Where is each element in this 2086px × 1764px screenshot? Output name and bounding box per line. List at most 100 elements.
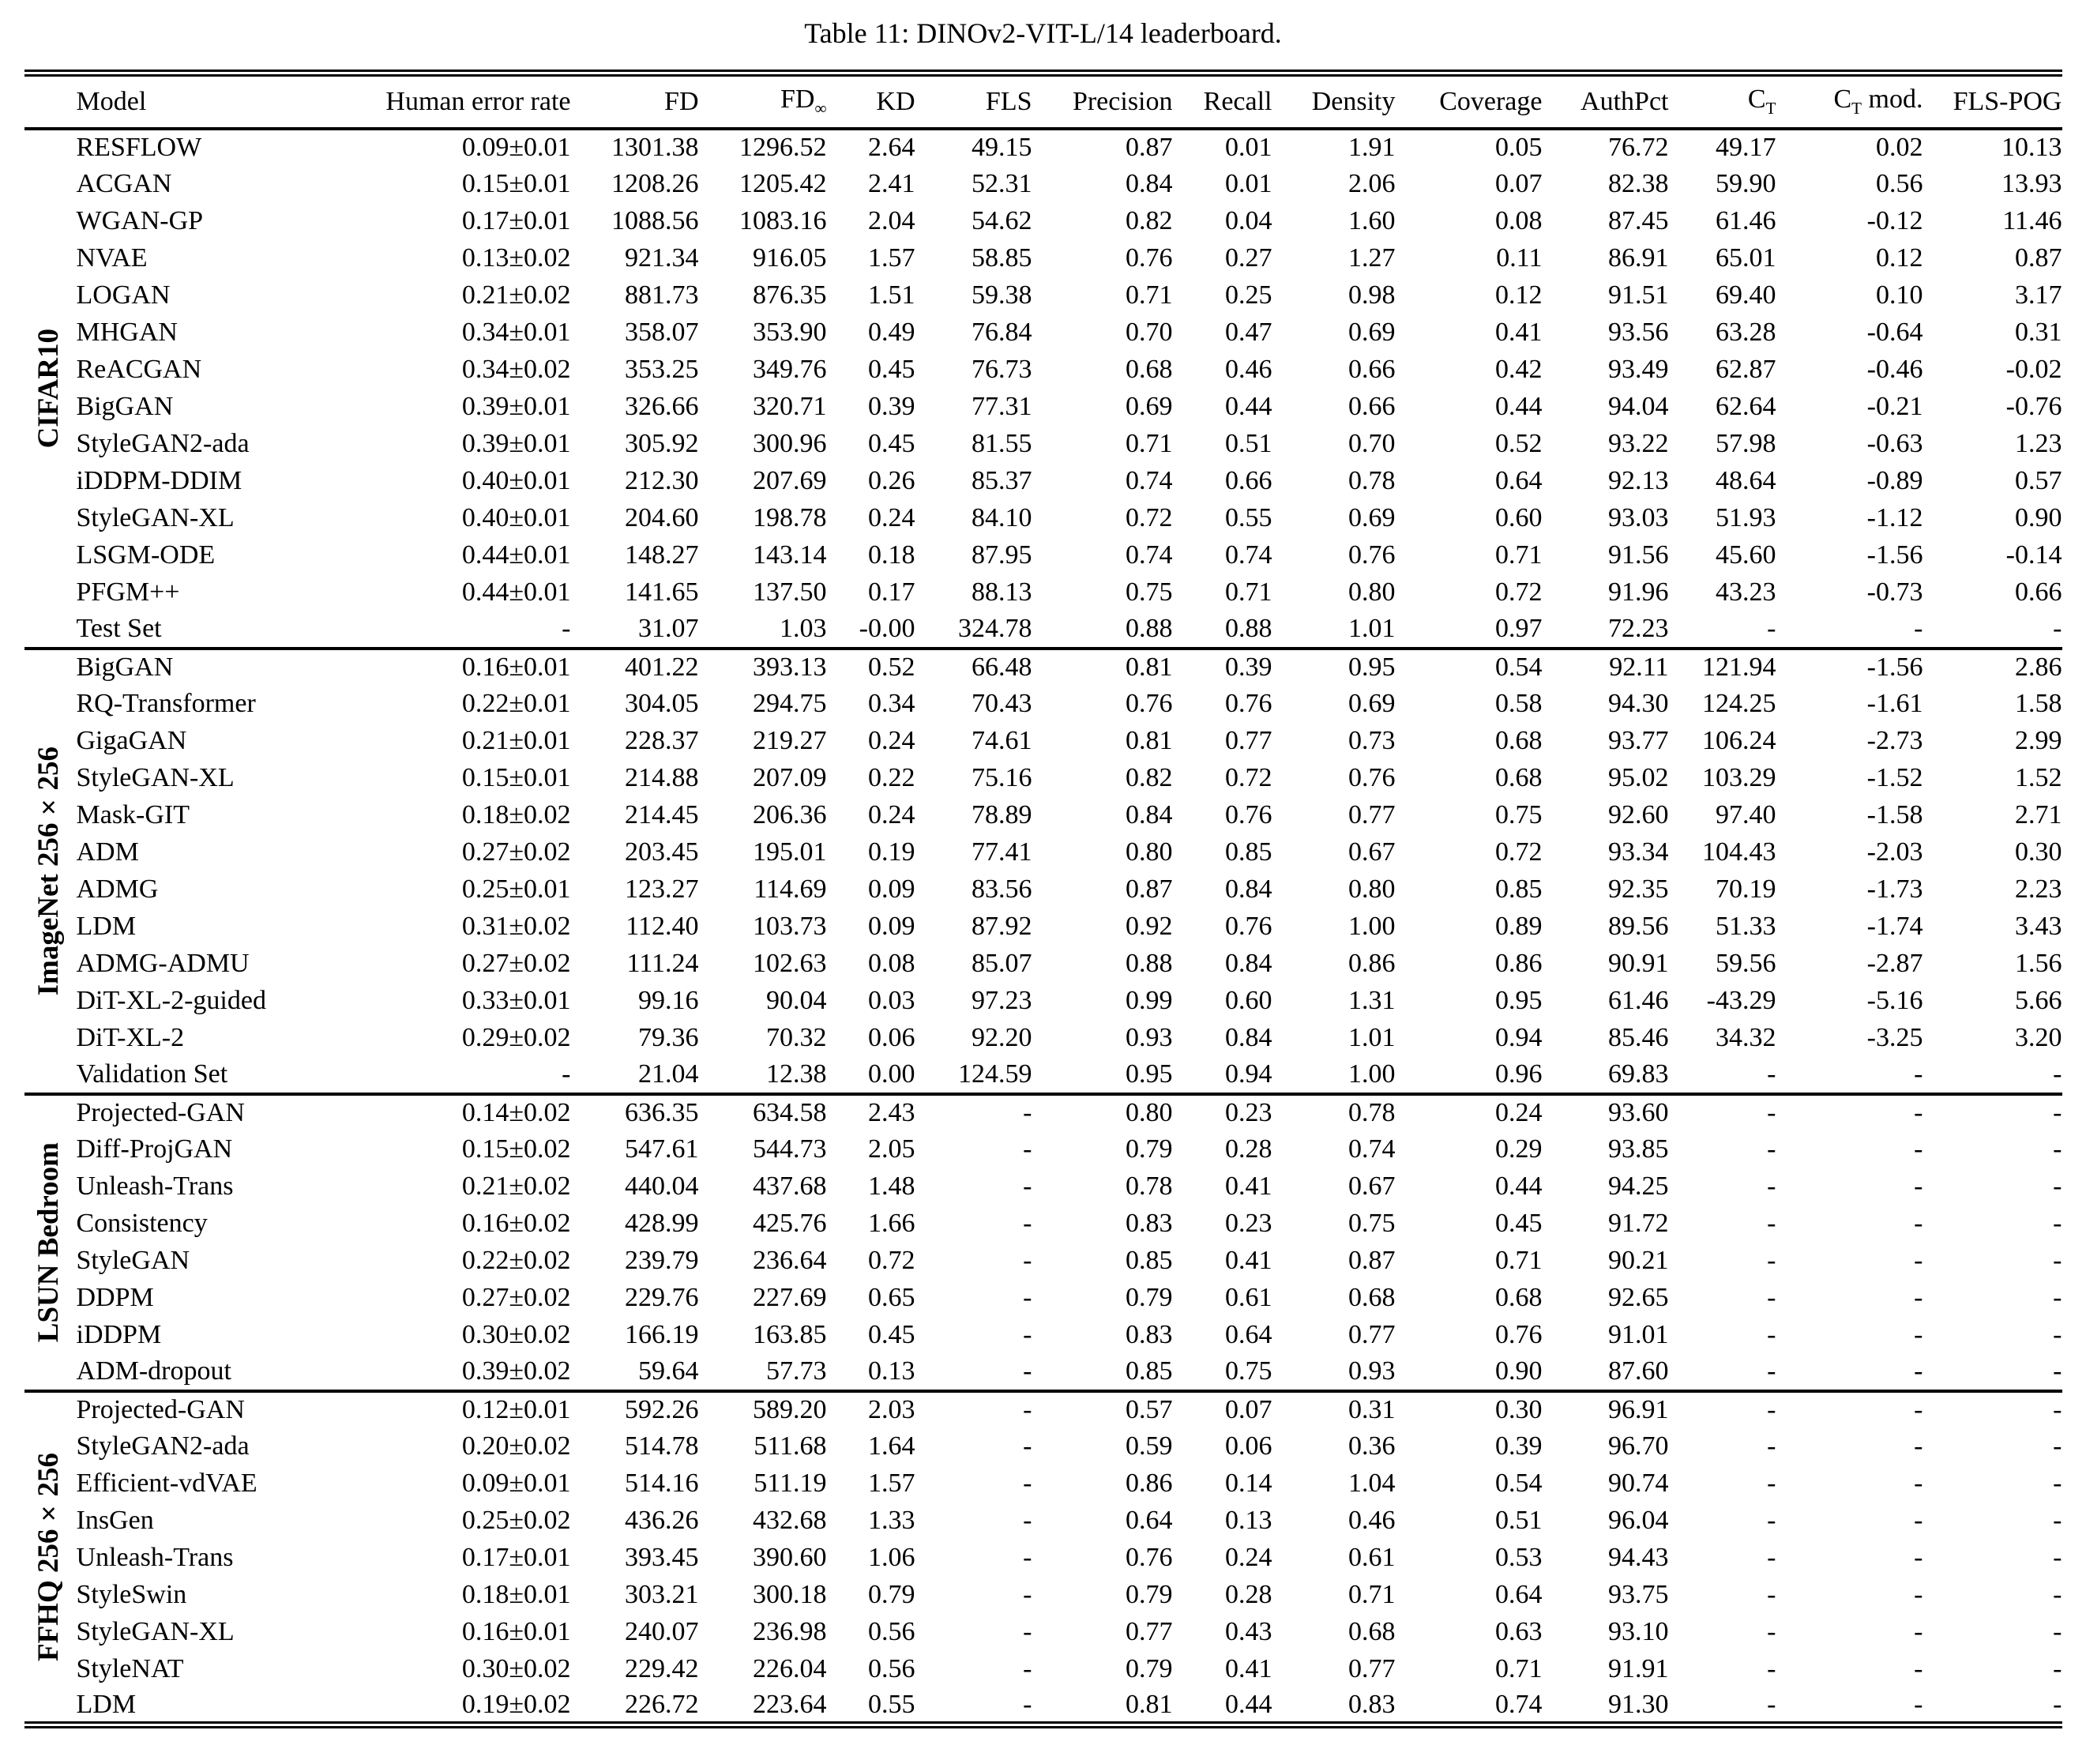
value-cell: -1.58 — [1866, 800, 1923, 829]
value-cell: 0.90 — [2015, 503, 2062, 532]
section-label-cell: CIFAR10 — [24, 129, 73, 649]
table-header: Model Human error rate FD FD∞ KD FLS Precision… — [24, 73, 2062, 129]
value-cell: 94.30 — [1608, 689, 1669, 718]
value-cell: 0.94 — [1225, 1059, 1272, 1089]
value-cell: 0.18±0.02 — [461, 800, 571, 829]
col-header-authpct: AuthPct — [1580, 86, 1669, 116]
value-cell: 0.81 — [1126, 653, 1173, 682]
value-cell: - — [1767, 1356, 1776, 1386]
value-cell: - — [2053, 1134, 2062, 1164]
table-row: MHGAN 0.34±0.01 358.07 353.90 0.49 76.84 0.70 0… — [24, 314, 2062, 352]
value-cell: 81.55 — [972, 429, 1032, 458]
value-cell: 90.21 — [1608, 1246, 1669, 1275]
value-cell: 0.59 — [1126, 1431, 1173, 1461]
value-cell: 0.86 — [1126, 1469, 1173, 1498]
value-cell: - — [1767, 1469, 1776, 1498]
value-cell: - — [1023, 1134, 1032, 1164]
table-row: WGAN-GP 0.17±0.01 1088.56 1083.16 2.04 54.62 0… — [24, 203, 2062, 240]
value-cell: 93.49 — [1608, 355, 1669, 384]
value-cell: 1.01 — [1348, 1023, 1396, 1052]
value-cell: 87.92 — [972, 912, 1032, 941]
table-row: ADMG-ADMU 0.27±0.02 111.24 102.63 0.08 85.07 0… — [24, 946, 2062, 983]
section-imagenet-256-256: ImageNet 256×256 BigGAN 0.16±0.01 401.22 393… — [24, 648, 2062, 1094]
model-cell: Mask-GIT — [76, 800, 190, 829]
value-cell: 0.74 — [1126, 466, 1173, 495]
value-cell: 0.13 — [868, 1356, 915, 1386]
section-label: CIFAR10 — [32, 328, 65, 449]
value-cell: 2.86 — [2015, 653, 2062, 682]
value-cell: 91.30 — [1608, 1689, 1669, 1719]
value-cell: 0.49 — [868, 318, 915, 347]
model-cell: InsGen — [76, 1506, 154, 1535]
col-header-human-error-rate: Human error rate — [385, 86, 571, 116]
value-cell: - — [2053, 1617, 2062, 1646]
table-row: StyleSwin 0.18±0.01 303.21 300.18 0.79 - 0.79 0… — [24, 1577, 2062, 1614]
value-cell: 0.83 — [1126, 1320, 1173, 1349]
value-cell: -43.29 — [1706, 986, 1776, 1015]
model-cell: ADM — [76, 837, 139, 867]
value-cell: -0.64 — [1866, 318, 1923, 347]
value-cell: - — [1023, 1246, 1032, 1275]
value-cell: 0.68 — [1348, 1617, 1396, 1646]
value-cell: 227.69 — [753, 1283, 827, 1312]
table-row: StyleGAN-XL 0.15±0.01 214.88 207.09 0.22 75.1… — [24, 760, 2062, 797]
value-cell: - — [1767, 1543, 1776, 1572]
value-cell: 103.73 — [753, 912, 827, 941]
value-cell: 0.12±0.01 — [461, 1395, 571, 1424]
value-cell: 0.07 — [1225, 1395, 1272, 1424]
value-cell: 124.59 — [958, 1059, 1032, 1089]
col-header-recall: Recall — [1203, 86, 1272, 116]
value-cell: 0.25 — [1225, 280, 1272, 310]
value-cell: 0.84 — [1126, 169, 1173, 198]
col-header-fls-pog: FLS-POG — [1953, 86, 2062, 116]
value-cell: 96.91 — [1608, 1395, 1669, 1424]
value-cell: 0.45 — [868, 429, 915, 458]
value-cell: 634.58 — [753, 1098, 827, 1127]
value-cell: -5.16 — [1866, 986, 1923, 1015]
value-cell: 0.31 — [2015, 318, 2062, 347]
table-row: CIFAR10 RESFLOW 0.09±0.01 1301.38 1296.52 2.6… — [24, 129, 2062, 448]
value-cell: 0.57 — [2015, 466, 2062, 495]
value-cell: 0.81 — [1126, 726, 1173, 755]
col-header-kd: KD — [876, 86, 915, 116]
value-cell: 0.86 — [1348, 949, 1396, 978]
value-cell: 1.48 — [868, 1172, 915, 1201]
value-cell: 0.06 — [1225, 1431, 1272, 1461]
table-row: DDPM 0.27±0.02 229.76 227.69 0.65 - 0.79 0.61 0.… — [24, 1280, 2062, 1317]
model-cell: GigaGAN — [76, 726, 187, 755]
value-cell: 0.80 — [1348, 874, 1396, 904]
value-cell: 0.09 — [868, 874, 915, 904]
value-cell: 85.07 — [972, 949, 1032, 978]
value-cell: 0.79 — [1126, 1580, 1173, 1609]
value-cell: - — [2053, 1469, 2062, 1498]
value-cell: 432.68 — [753, 1506, 827, 1535]
value-cell: 1.57 — [868, 1469, 915, 1498]
value-cell: 0.17±0.01 — [461, 206, 571, 235]
value-cell: 0.83 — [1348, 1689, 1396, 1719]
col-header-model: Model — [76, 86, 147, 116]
value-cell: 0.89 — [1495, 912, 1543, 941]
value-cell: 0.24 — [868, 503, 915, 532]
value-cell: 114.69 — [754, 874, 827, 904]
value-cell: 437.68 — [753, 1172, 827, 1201]
model-cell: BigGAN — [76, 392, 174, 421]
value-cell: 304.05 — [625, 689, 699, 718]
value-cell: 0.93 — [1348, 1356, 1396, 1386]
model-cell: StyleGAN-XL — [76, 1617, 235, 1646]
value-cell: 0.71 — [1495, 1246, 1543, 1275]
table-row: ReACGAN 0.34±0.02 353.25 349.76 0.45 76.73 0.6… — [24, 352, 2062, 389]
model-cell: Projected-GAN — [76, 1395, 245, 1424]
value-cell: 440.04 — [625, 1172, 699, 1201]
value-cell: 0.71 — [1495, 540, 1543, 570]
model-cell: StyleGAN-XL — [76, 503, 235, 532]
value-cell: 0.87 — [1348, 1246, 1396, 1275]
value-cell: 0.27 — [1225, 243, 1272, 273]
value-cell: 514.78 — [625, 1431, 699, 1461]
value-cell: 0.77 — [1348, 1320, 1396, 1349]
value-cell: 124.25 — [1702, 689, 1776, 718]
value-cell: 0.41 — [1495, 318, 1543, 347]
table-row: Unleash-Trans 0.17±0.01 393.45 390.60 1.06 - 0… — [24, 1540, 2062, 1577]
value-cell: 0.29 — [1495, 1134, 1543, 1164]
value-cell: 0.12 — [1495, 280, 1543, 310]
model-cell: LDM — [76, 1689, 137, 1719]
